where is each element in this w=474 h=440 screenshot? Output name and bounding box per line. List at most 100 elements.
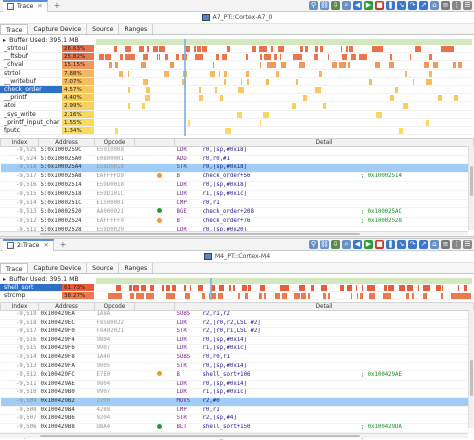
table-row[interactable]: -9,519 0x100429EA 1A8A SUBS r2,r1,r2 [0,310,474,320]
step-out-icon[interactable]: ↗ [419,240,428,249]
trace-timeline-2[interactable] [96,278,472,300]
table-row[interactable]: -9,524 S:0x100025A0 E0800001 ADD r0,r0,#1 [0,155,474,165]
function-row[interactable]: strtol 7.88% [0,69,94,78]
function-row[interactable]: _strtoul 26.63% [0,45,94,54]
col-opcode[interactable]: Opcode [94,138,135,147]
record-icon[interactable]: ▶ [364,1,373,10]
table-row[interactable]: -9,513 S:0x10002520 AA000021 BGE check_order… [0,207,474,218]
overflow-icon[interactable]: ⋮ [452,1,461,10]
tab-trace[interactable]: Trace [0,263,29,273]
table-row[interactable]: -9,509 0x100429B2 2200 MOVS r2,#0 [0,397,474,407]
home-icon[interactable]: ⌂ [430,240,439,249]
link-icon[interactable]: ⛓ [320,240,329,249]
tab-trace[interactable]: Trace [0,24,29,34]
table-row[interactable]: -9,506 0x100429B8 DBA4 BLT shell_sort+150; 0… [0,423,474,434]
col-index[interactable]: Index [0,138,39,147]
col-index[interactable]: Index [0,302,39,311]
filter-icon[interactable]: ⚲ [309,240,318,249]
step-over-icon[interactable]: ↷ [408,240,417,249]
expand-triangle-icon[interactable]: ▸ [3,37,7,44]
step-over-icon[interactable]: ↷ [408,1,417,10]
record-icon[interactable]: ▶ [364,240,373,249]
col-address[interactable]: Address [38,302,95,311]
function-row[interactable]: __ftsbuf 25.82% [0,53,94,62]
step-out-icon[interactable]: ↗ [419,1,428,10]
stop-icon[interactable]: ■ [375,1,384,10]
function-row[interactable]: _printf_input_char 1.55% [0,118,94,127]
tab-ranges[interactable]: Ranges [119,263,154,273]
function-row[interactable]: check_order 4.57% [0,85,94,95]
trace-view-tab[interactable]: Trace ✕ [3,0,48,12]
trace-timeline[interactable] [96,39,472,136]
pane-divider[interactable] [0,236,474,239]
table-row[interactable]: -9,518 0x100429EC F8580022 LDR r2,[r0,r2,LSL… [0,319,474,329]
tab-capture-device[interactable]: Capture Device [28,263,88,273]
table-row[interactable]: -9,513 0x100429FA 9005 STR r0,[sp,#0x14] [0,362,474,372]
home-icon[interactable]: ⌂ [430,1,439,10]
timeline-range-bar-2[interactable] [96,278,472,284]
timeline-range-bar[interactable] [96,39,472,45]
search-icon[interactable]: ⌕ [342,240,351,249]
horizontal-scrollbar[interactable] [0,231,468,236]
export-icon[interactable]: ⇩ [331,1,340,10]
add-view-icon[interactable]: + [59,240,67,249]
col-opcode[interactable]: Opcode [94,302,135,311]
pause-icon[interactable]: ❚ [386,1,395,10]
step-icon[interactable]: ↘ [397,240,406,249]
horizontal-scrollbar-2[interactable] [0,433,468,438]
pause-icon[interactable]: ❚ [386,240,395,249]
tab-source[interactable]: Source [87,263,120,273]
table-row[interactable]: -9,517 0x100429F0 F8402021 STR r2,[r0,r1,LSL… [0,327,474,337]
table-row[interactable]: -9,514 S:0x1000251C E1500001 CMP r0,r1 [0,199,474,209]
menu-icon[interactable]: ☰ [463,1,472,10]
table-row[interactable]: -9,515 0x100429F6 9907 LDR r1,[sp,#0x1c] [0,344,474,354]
stop-icon[interactable]: ■ [375,240,384,249]
function-row[interactable]: _sys_write 2.16% [0,110,94,119]
trace2-view-tab[interactable]: 2:Trace ✕ [3,239,54,251]
filter-icon[interactable]: ⚲ [309,1,318,10]
function-row[interactable]: _chval 15.15% [0,61,94,70]
back-icon[interactable]: ◀ [353,1,362,10]
table-row[interactable]: -9,516 0x100429F4 9804 LDR r0,[sp,#0x14] [0,336,474,346]
table-row[interactable]: -9,515 S:0x10002518 E59D101C LDR r1,[sp,#0x1… [0,190,474,200]
table-row[interactable]: -9,516 S:0x10002514 E59D0018 LDR r0,[sp,#0x1… [0,181,474,191]
function-row[interactable]: __printf 4.40% [0,94,94,103]
menu-icon[interactable]: ☰ [463,240,472,249]
function-row[interactable]: shell_sort 61.73% [0,284,94,293]
col-address[interactable]: Address [38,138,95,147]
table-row[interactable]: -9,514 0x100429F8 1A40 SUBS r0,r0,r1 [0,353,474,363]
lines-icon[interactable]: ≡ [441,1,450,10]
col-detail[interactable]: Detail [174,302,474,311]
add-view-icon[interactable]: + [53,1,61,10]
function-row[interactable]: strcmp 38.27% [0,292,94,301]
tab-ranges[interactable]: Ranges [119,24,154,34]
table-row[interactable]: -9,511 0x100429AE 9804 LDR r0,[sp,#0x14] [0,380,474,390]
overflow-icon[interactable]: ⋮ [452,240,461,249]
vertical-scrollbar-2[interactable] [468,310,474,428]
link-icon[interactable]: ⛓ [320,1,329,10]
step-icon[interactable]: ↘ [397,1,406,10]
tab-source[interactable]: Source [87,24,120,34]
search-icon[interactable]: ⌕ [342,1,351,10]
tab-capture-device[interactable]: Capture Device [28,24,88,34]
back-icon[interactable]: ◀ [353,240,362,249]
expand-triangle-icon[interactable]: ▸ [3,276,7,283]
timeline-cursor[interactable] [184,39,186,136]
table-row[interactable]: -9,510 0x100429B0 9907 LDR r1,[sp,#0x1c] [0,388,474,398]
table-row[interactable]: -9,508 0x100429B4 4288 CMP r0,r1 [0,406,474,416]
close-icon[interactable]: ✕ [43,242,49,249]
table-row[interactable]: -9,507 0x100429B6 9204 STR r2,[sp,#4] [0,414,474,424]
table-row[interactable]: -9,525 S:0x1000259C E5910008 LDR r0,[sp,#0x1… [0,146,474,156]
table-row[interactable]: -9,518 S:0x100025A4 E58D0018 STR r0,[sp,#0x1… [0,163,474,173]
close-icon[interactable]: ✕ [37,3,43,10]
vertical-scrollbar[interactable] [468,146,474,230]
timeline-cursor[interactable] [210,278,212,300]
lines-icon[interactable]: ≡ [441,240,450,249]
export-icon[interactable]: ⇩ [331,240,340,249]
function-row[interactable]: fputc 1.34% [0,126,94,136]
function-row[interactable]: __writebuf 7.07% [0,77,94,86]
col-detail[interactable]: Detail [174,138,474,147]
